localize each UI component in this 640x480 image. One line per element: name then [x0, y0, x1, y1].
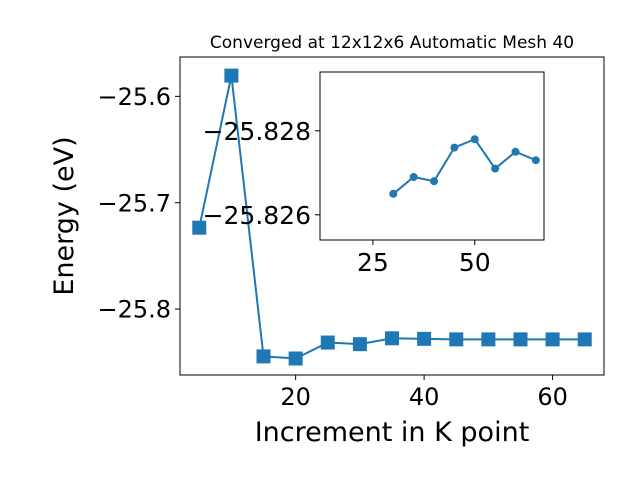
main-data-point — [288, 351, 303, 366]
chart-title: Converged at 12x12x6 Automatic Mesh 40 — [210, 33, 574, 53]
y-axis-label: Energy (eV) — [49, 136, 80, 295]
main-data-point — [320, 335, 335, 350]
main-y-tick-label: −25.6 — [97, 83, 171, 111]
x-axis-label: Increment in K point — [255, 417, 530, 448]
inset-x-tick-label: 50 — [459, 248, 491, 277]
main-data-point — [352, 337, 367, 352]
main-data-point — [513, 332, 528, 347]
main-data-point — [577, 332, 592, 347]
main-data-point — [385, 331, 399, 346]
main-series — [192, 68, 592, 366]
main-data-point — [481, 332, 496, 347]
main-y-tick-label: −25.8 — [97, 296, 171, 324]
main-y-tick-label: −25.7 — [97, 189, 171, 217]
inset-y-tick-label: −25.826 — [203, 201, 311, 230]
inset-data-point — [389, 189, 398, 198]
main-series-clip-group — [192, 68, 592, 366]
inset-data-point — [450, 143, 459, 152]
main-data-point — [449, 332, 464, 347]
main-data-point — [417, 331, 432, 346]
main-x-tick-label: 60 — [537, 383, 568, 411]
main-data-point — [256, 349, 271, 364]
inset-axes: 25 50 −25.828 −25.826 — [203, 71, 545, 277]
inset-data-point — [511, 147, 520, 156]
main-data-point — [545, 332, 560, 347]
main-x-tick-label: 20 — [280, 383, 311, 411]
inset-ticks: 25 50 −25.828 −25.826 — [203, 117, 491, 277]
inset-data-point — [470, 135, 479, 144]
inset-series-clip-group — [389, 135, 540, 198]
main-data-point — [224, 68, 239, 83]
inset-data-point — [531, 156, 540, 165]
inset-y-tick-label: −25.828 — [203, 117, 311, 146]
main-x-tick-label: 40 — [409, 383, 440, 411]
inset-data-point — [409, 173, 418, 181]
inset-data-point — [430, 177, 439, 186]
inset-series — [389, 135, 540, 198]
inset-plot-area — [319, 71, 545, 241]
inset-data-point — [491, 164, 500, 173]
main-data-point — [192, 220, 207, 235]
main-ticks: 20 40 60 −25.6 −25.7 −25.8 — [97, 83, 567, 411]
inset-x-tick-label: 25 — [357, 248, 389, 277]
